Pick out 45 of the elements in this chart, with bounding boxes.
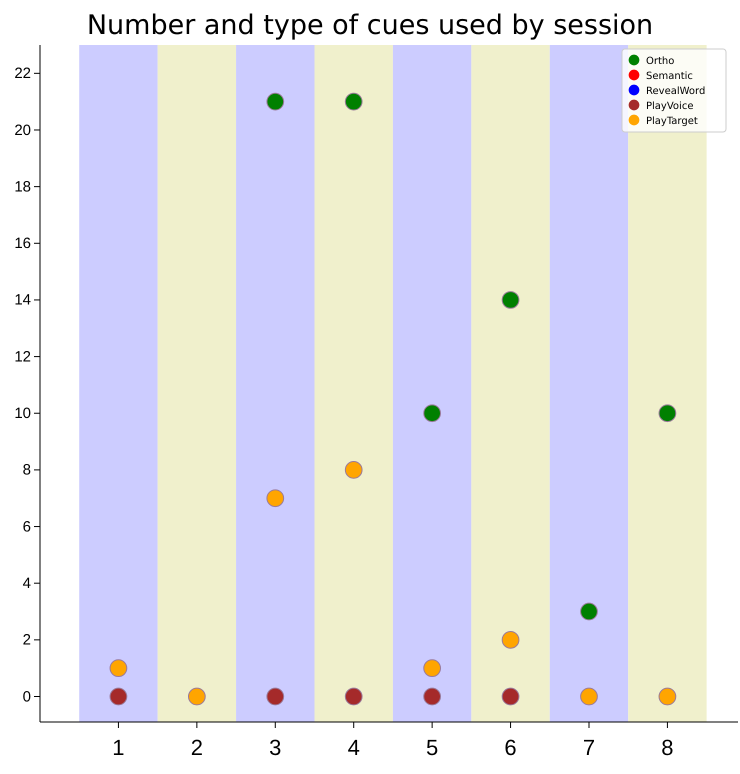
x-tick-label: 7	[582, 735, 596, 760]
point	[344, 92, 363, 111]
y-tick-label: 16	[14, 235, 31, 252]
point	[502, 631, 520, 649]
y-tick-label: 12	[14, 348, 31, 366]
y-tick-label: 4	[22, 575, 31, 592]
y-tick-label: 6	[22, 518, 31, 536]
point	[266, 688, 284, 706]
x-tick-label: 5	[426, 735, 438, 760]
legend-label: Semantic	[646, 71, 693, 82]
x-tick-label: 3	[269, 735, 282, 760]
y-tick-label: 22	[14, 65, 31, 82]
point	[266, 92, 284, 111]
point	[658, 404, 676, 422]
point	[580, 688, 598, 706]
point	[502, 688, 520, 706]
point	[502, 291, 520, 309]
chart-title: Number and type of cues used by session	[86, 10, 654, 41]
x-tick-label: 1	[112, 735, 125, 760]
y-tick-label: 18	[14, 178, 31, 196]
x-tick-label: 2	[190, 735, 203, 760]
point	[344, 461, 363, 479]
y-tick-label: 10	[14, 405, 31, 422]
point	[110, 688, 128, 706]
x-tick-label: 8	[661, 735, 674, 760]
x-tick-label: 4	[348, 735, 360, 760]
point	[580, 602, 598, 620]
y-tick-label: 0	[22, 688, 31, 706]
point	[266, 489, 284, 508]
point	[423, 688, 442, 706]
y-tick-label: 14	[14, 292, 31, 309]
legend-label: PlayTarget	[646, 116, 698, 127]
legend-label: RevealWord	[646, 86, 706, 97]
legend-label: PlayVoice	[646, 101, 694, 112]
y-tick-label: 2	[22, 632, 31, 649]
y-tick-label: 20	[14, 122, 31, 139]
point	[423, 659, 442, 678]
x-tick-label: 6	[504, 735, 517, 760]
y-tick-label: 8	[22, 462, 31, 479]
point	[188, 688, 206, 706]
point	[423, 404, 442, 422]
point	[110, 659, 128, 678]
legend-label: Ortho	[646, 56, 674, 67]
point	[658, 688, 676, 706]
point	[344, 688, 363, 706]
